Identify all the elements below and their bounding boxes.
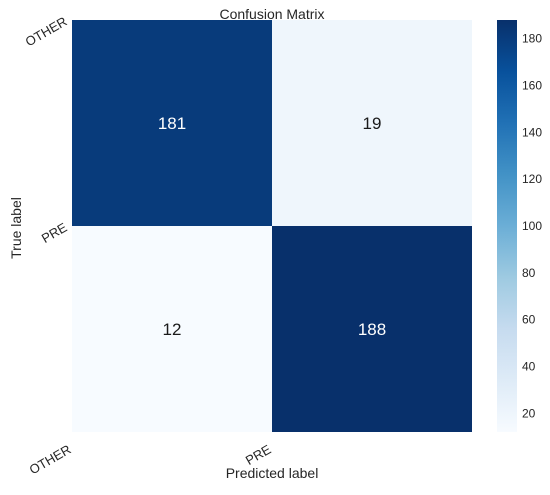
colorbar-tick-label: 60 <box>522 313 536 327</box>
cell-value-label: 19 <box>363 114 382 133</box>
cell-value-label: 12 <box>163 320 182 339</box>
heatmap-cell-labels: 181 19 12 188 <box>158 114 386 339</box>
y-tick-label: PRE <box>39 219 70 246</box>
y-axis-label: True label <box>8 197 24 259</box>
colorbar-tick-label: 20 <box>522 406 536 420</box>
y-tick-label: OTHER <box>23 14 70 50</box>
heatmap-cell <box>272 20 472 226</box>
heatmap-cell <box>272 226 472 432</box>
cell-value-label: 181 <box>158 114 186 133</box>
colorbar-tick-label: 140 <box>522 125 542 139</box>
y-tick-labels: OTHER PRE <box>23 14 70 246</box>
colorbar-tick-label: 100 <box>522 219 542 233</box>
heatmap-cell <box>72 20 272 226</box>
colorbar-tick-label: 180 <box>522 32 542 46</box>
colorbar-tick-label: 120 <box>522 172 542 186</box>
colorbar-tick-label: 40 <box>522 359 536 373</box>
heatmap-cell <box>72 226 272 432</box>
chart-title: Confusion Matrix <box>219 6 324 22</box>
x-axis-label: Predicted label <box>226 465 319 481</box>
heatmap-cells <box>72 20 472 432</box>
colorbar-tick-labels: 20 40 60 80 100 120 140 160 180 <box>522 32 542 421</box>
colorbar-tick-label: 80 <box>522 266 536 280</box>
cell-value-label: 188 <box>358 320 386 339</box>
colorbar-tick-label: 160 <box>522 79 542 93</box>
x-tick-label: PRE <box>243 441 274 468</box>
x-tick-label: OTHER <box>27 442 74 478</box>
colorbar <box>497 20 517 432</box>
